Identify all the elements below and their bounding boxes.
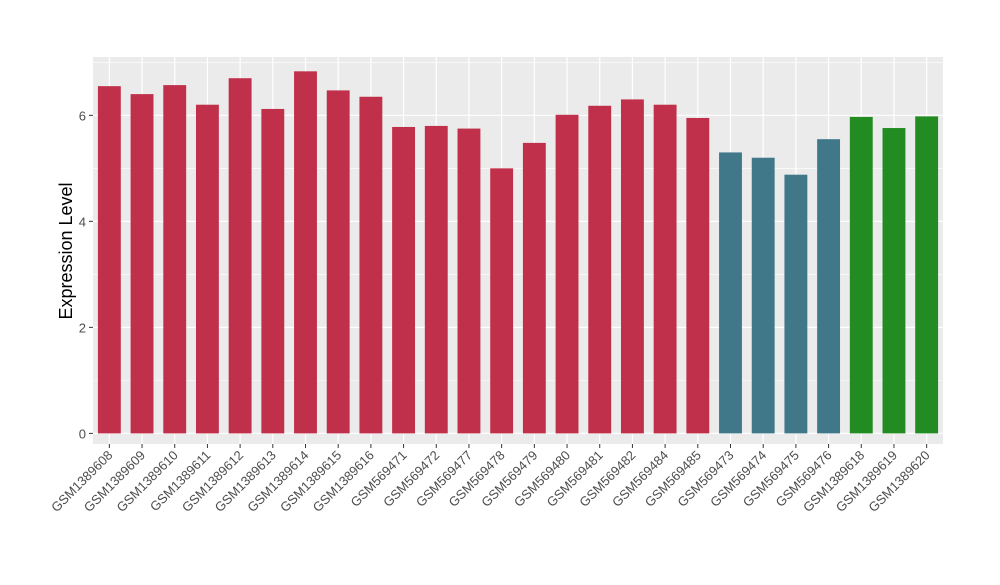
bar-GSM569484 <box>653 104 677 434</box>
bar-GSM1389608 <box>97 86 121 434</box>
x-axis: GSM1389608GSM1389609GSM1389610GSM1389611… <box>48 444 933 515</box>
y-tick-label: 4 <box>79 214 86 229</box>
bar-GSM569479 <box>522 142 546 434</box>
bar-GSM569473 <box>719 152 742 434</box>
y-tick-label: 6 <box>79 108 86 123</box>
bar-GSM1389612 <box>228 78 252 434</box>
bar-GSM569471 <box>392 126 416 434</box>
bar-GSM1389614 <box>294 71 317 434</box>
y-tick-label: 0 <box>79 426 86 441</box>
y-axis-label: Expression Level <box>56 182 76 319</box>
bar-GSM569480 <box>555 114 579 434</box>
bars <box>97 71 939 434</box>
bar-GSM569474 <box>751 157 775 434</box>
bar-GSM1389620 <box>915 116 939 434</box>
bar-GSM1389610 <box>163 85 187 434</box>
bar-GSM1389613 <box>261 108 285 434</box>
bar-GSM569482 <box>620 99 644 434</box>
y-axis: 0 2 4 6 <box>79 108 93 441</box>
bar-GSM1389615 <box>326 90 350 434</box>
bar-GSM1389616 <box>359 96 383 434</box>
bar-GSM569481 <box>588 105 612 434</box>
bar-GSM569475 <box>784 174 808 434</box>
bar-GSM1389609 <box>130 94 154 434</box>
bar-GSM569477 <box>457 128 481 434</box>
bar-GSM569485 <box>686 117 710 434</box>
bar-GSM1389618 <box>849 116 873 434</box>
bar-GSM569476 <box>817 139 841 434</box>
bar-GSM569472 <box>424 125 448 434</box>
bar-GSM1389611 <box>195 104 219 434</box>
y-tick-label: 2 <box>79 320 86 335</box>
bar-GSM1389619 <box>882 128 906 434</box>
bar-GSM569478 <box>490 168 514 434</box>
